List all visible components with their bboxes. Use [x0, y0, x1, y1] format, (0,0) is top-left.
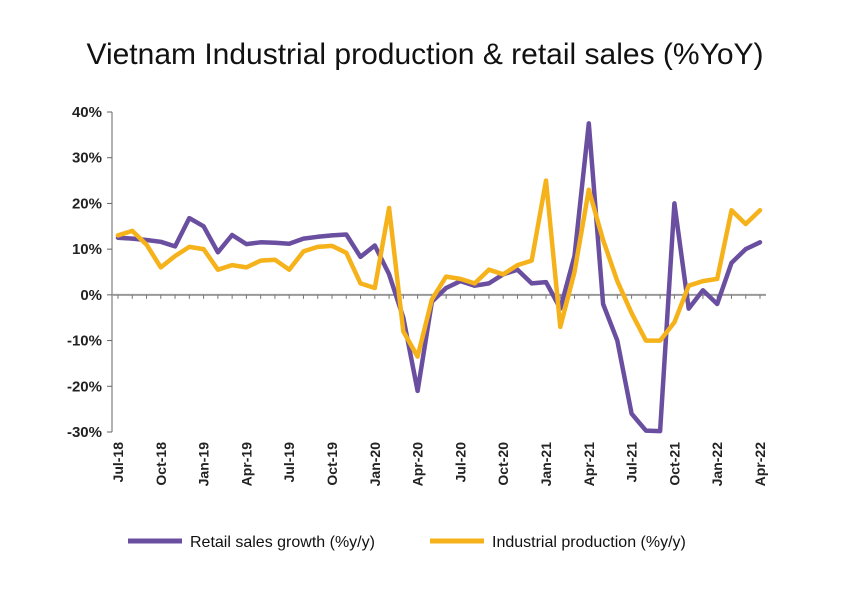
y-tick-label: 0%: [80, 287, 102, 304]
series-group: [115, 121, 763, 434]
y-tick-label: 20%: [72, 195, 102, 212]
retail-sales-series-line: [115, 121, 763, 434]
y-tick-label: -30%: [67, 424, 102, 441]
x-tick-label: Apr-20: [410, 442, 426, 487]
x-tick-label: Oct-21: [666, 442, 682, 486]
chart-title: Vietnam Industrial production & retail s…: [86, 38, 764, 71]
x-tick-label: Jul-20: [452, 442, 468, 483]
x-tick-label: Apr-22: [752, 442, 768, 487]
x-tick-label: Jan-22: [709, 442, 725, 487]
x-tick-label: Oct-19: [324, 442, 340, 486]
x-tick-label: Jul-18: [110, 442, 126, 483]
legend-label: Retail sales growth (%y/y): [190, 534, 375, 551]
legend-label: Industrial production (%y/y): [492, 534, 686, 551]
legend: Retail sales growth (%y/y) Industrial pro…: [128, 534, 686, 551]
y-tick-label: 40%: [72, 104, 102, 121]
industrial-production-series-line: [115, 178, 763, 359]
y-tick-label: 10%: [72, 241, 102, 258]
x-tick-label: Oct-20: [495, 442, 511, 486]
x-tick-label: Oct-18: [153, 442, 169, 486]
y-tick-label: -10%: [67, 333, 102, 350]
axes: 40% 30% 20% 10% 0% -10% -20% -30% Jul-18 Oct-18 Ja…: [67, 104, 768, 486]
x-tick-label: Jan-19: [196, 442, 212, 487]
x-tick-label: Apr-19: [238, 442, 254, 487]
x-tick-label: Jul-19: [281, 442, 297, 483]
y-tick-label: -20%: [67, 378, 102, 395]
x-tick-label: Apr-21: [581, 442, 597, 487]
x-tick-label: Jan-20: [367, 442, 383, 487]
x-tick-label: Jan-21: [538, 442, 554, 487]
x-tick-label: Jul-21: [624, 442, 640, 483]
y-tick-label: 30%: [72, 150, 102, 167]
